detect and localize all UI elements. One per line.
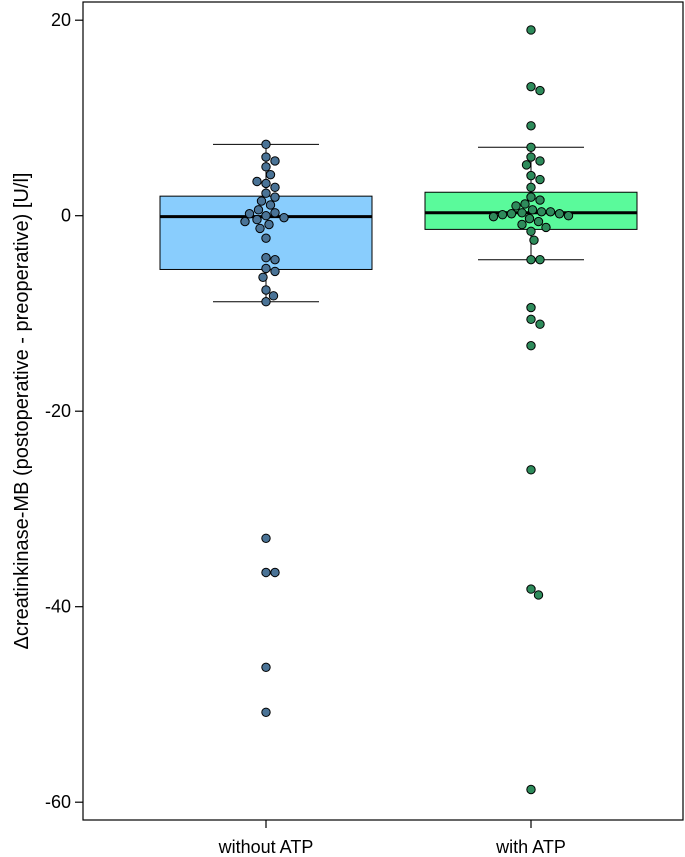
data-point <box>270 208 280 218</box>
data-point <box>545 207 556 217</box>
data-point <box>255 223 265 234</box>
data-point <box>517 208 527 218</box>
data-point <box>261 263 271 274</box>
data-point <box>535 195 545 205</box>
data-point <box>270 254 280 265</box>
data-point <box>268 291 279 301</box>
data-point <box>258 272 268 282</box>
data-point <box>270 156 280 166</box>
data-point <box>533 590 544 600</box>
data-point <box>252 214 262 225</box>
y-tick-label: -20 <box>45 401 71 421</box>
x-tick-label: without ATP <box>218 837 314 857</box>
data-point <box>261 233 271 243</box>
data-point <box>520 199 530 209</box>
data-point <box>261 707 271 717</box>
data-point <box>535 85 545 96</box>
data-point <box>524 213 535 224</box>
data-point <box>563 211 574 221</box>
y-axis-label: Δcreatinkinase-MB (postoperative - preop… <box>11 173 33 650</box>
data-point <box>265 169 276 180</box>
data-point <box>526 341 536 351</box>
data-point <box>521 160 532 170</box>
data-point <box>511 201 521 211</box>
data-point <box>526 170 536 181</box>
data-point <box>261 533 271 543</box>
data-point <box>261 662 271 673</box>
data-point <box>264 219 274 230</box>
y-tick-label: -60 <box>45 792 71 812</box>
data-point <box>526 121 536 131</box>
data-point <box>535 156 545 166</box>
data-point <box>256 196 267 206</box>
data-point <box>526 465 536 475</box>
data-point <box>526 314 536 325</box>
data-point <box>488 211 499 222</box>
plot-frame <box>82 1 684 821</box>
data-point <box>526 784 536 795</box>
data-point <box>526 302 536 313</box>
data-point <box>270 192 280 202</box>
data-point <box>265 200 276 210</box>
data-points <box>240 25 574 795</box>
data-point <box>535 254 545 265</box>
y-tick-label: 0 <box>61 206 71 226</box>
data-point <box>261 297 271 307</box>
data-point <box>253 205 264 215</box>
data-point <box>261 139 271 150</box>
data-point <box>261 253 271 263</box>
data-point <box>541 222 551 233</box>
data-point <box>270 182 280 193</box>
data-point <box>526 81 536 92</box>
data-point <box>526 192 536 202</box>
y-axis: 20 0 -20 -40 -60 <box>45 10 83 812</box>
data-point <box>261 152 271 162</box>
data-point <box>261 567 271 578</box>
x-axis: without ATP with ATP <box>218 820 566 857</box>
data-point <box>535 319 545 329</box>
data-point <box>270 266 280 277</box>
data-point <box>526 584 536 594</box>
y-tick-label: 20 <box>51 10 71 30</box>
y-tick-label: -40 <box>45 597 71 617</box>
data-point <box>526 25 536 35</box>
data-point <box>261 188 271 198</box>
data-point <box>279 212 289 223</box>
data-point <box>261 211 271 221</box>
data-point <box>506 209 517 219</box>
boxes <box>159 143 638 303</box>
data-point <box>261 178 271 189</box>
data-point <box>252 176 262 187</box>
data-point <box>526 152 536 162</box>
x-tick-label: with ATP <box>495 837 566 857</box>
data-point <box>535 174 545 185</box>
data-point <box>529 235 539 245</box>
data-point <box>261 285 271 295</box>
data-point <box>527 205 538 215</box>
data-point <box>526 254 536 265</box>
data-point <box>536 207 547 217</box>
data-point <box>270 567 280 578</box>
data-point <box>526 142 536 152</box>
data-point <box>526 226 536 237</box>
data-point <box>554 209 565 219</box>
data-point <box>533 216 544 227</box>
data-point <box>497 210 508 220</box>
data-point <box>526 182 536 193</box>
data-point <box>240 216 250 227</box>
data-point <box>261 162 271 172</box>
data-point <box>244 209 255 219</box>
data-point <box>517 219 527 230</box>
